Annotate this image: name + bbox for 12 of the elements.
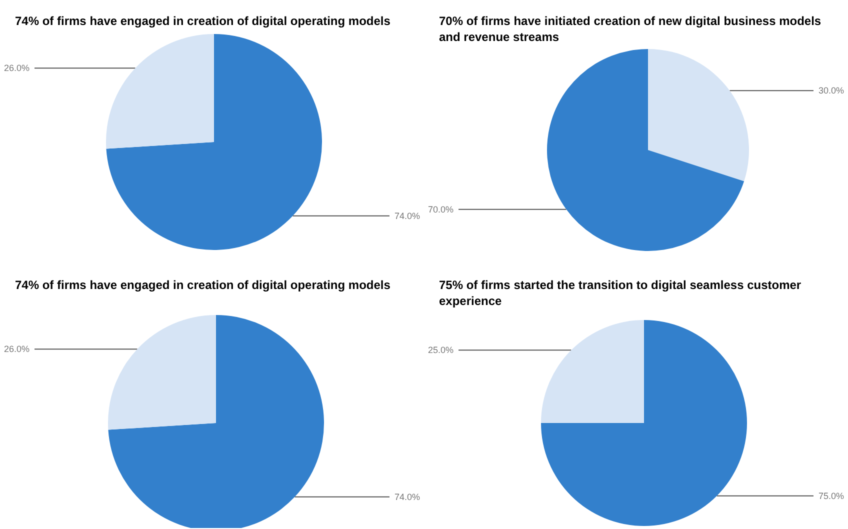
data-label: 70.0% (428, 204, 454, 214)
data-label: 75.0% (818, 490, 844, 501)
chart-title: 75% of firms started the transition to digital seamless customer experience (439, 278, 804, 308)
chart-title: 74% of firms have engaged in creation of digital operating models (15, 14, 391, 28)
data-label: 26.0% (4, 344, 30, 354)
data-label: 74.0% (394, 492, 420, 502)
chart-title: 70% of firms have initiated creation of new digital business models and revenue streams (439, 14, 824, 44)
data-label: 30.0% (818, 86, 844, 96)
data-label: 25.0% (428, 345, 454, 356)
data-label: 26.0% (4, 63, 30, 74)
data-label: 74.0% (394, 210, 420, 221)
chart-title: 74% of firms have engaged in creation of digital operating models (15, 278, 391, 292)
